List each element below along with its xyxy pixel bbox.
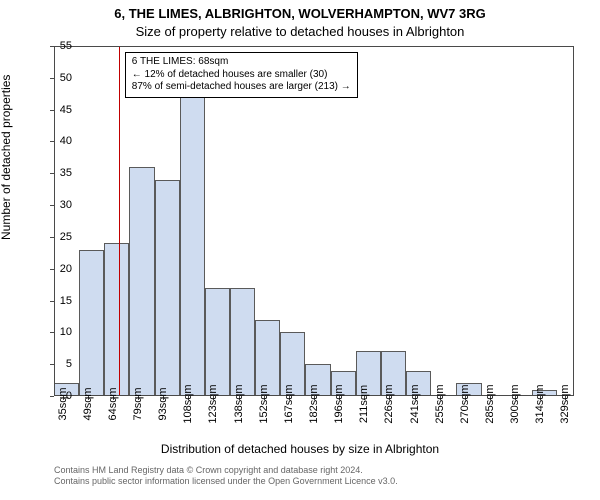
x-tick-label: 138sqm <box>233 384 245 423</box>
x-tick-label: 329sqm <box>559 384 571 423</box>
x-tick-label: 93sqm <box>157 387 169 420</box>
x-axis-label: Distribution of detached houses by size … <box>0 442 600 456</box>
x-tick-label: 108sqm <box>182 384 194 423</box>
x-tick-label: 226sqm <box>383 384 395 423</box>
x-tick-label: 64sqm <box>107 387 119 420</box>
x-tick-label: 123sqm <box>207 384 219 423</box>
y-tick-mark <box>50 269 54 270</box>
y-tick-mark <box>50 332 54 333</box>
y-tick-mark <box>50 141 54 142</box>
x-tick-label: 255sqm <box>434 384 446 423</box>
annotation-line-2: ← 12% of detached houses are smaller (30… <box>132 69 351 82</box>
x-tick-label: 49sqm <box>82 387 94 420</box>
x-tick-label: 314sqm <box>534 384 546 423</box>
plot-border <box>54 46 574 396</box>
x-tick-label: 300sqm <box>509 384 521 423</box>
y-tick-mark <box>50 396 54 397</box>
x-tick-label: 79sqm <box>132 387 144 420</box>
x-tick-label: 35sqm <box>57 387 69 420</box>
attribution-line-2: Contains public sector information licen… <box>54 476 398 486</box>
y-tick-mark <box>50 301 54 302</box>
y-tick-mark <box>50 46 54 47</box>
x-tick-label: 196sqm <box>333 384 345 423</box>
chart-title-sub: Size of property relative to detached ho… <box>0 24 600 39</box>
y-tick-mark <box>50 173 54 174</box>
x-tick-label: 241sqm <box>409 384 421 423</box>
plot-area: 6 THE LIMES: 68sqm ← 12% of detached hou… <box>54 46 574 396</box>
x-tick-label: 182sqm <box>308 384 320 423</box>
y-tick-mark <box>50 110 54 111</box>
annotation-box: 6 THE LIMES: 68sqm ← 12% of detached hou… <box>125 52 358 98</box>
x-tick-label: 211sqm <box>358 385 370 423</box>
chart-title-main: 6, THE LIMES, ALBRIGHTON, WOLVERHAMPTON,… <box>0 6 600 21</box>
y-tick-mark <box>50 205 54 206</box>
y-tick-mark <box>50 78 54 79</box>
attribution-text: Contains HM Land Registry data © Crown c… <box>54 465 580 488</box>
y-axis-label: Number of detached properties <box>0 75 13 240</box>
x-tick-label: 285sqm <box>484 384 496 423</box>
x-tick-label: 270sqm <box>459 384 471 423</box>
attribution-line-1: Contains HM Land Registry data © Crown c… <box>54 465 363 475</box>
x-tick-label: 167sqm <box>283 384 295 423</box>
annotation-line-3: 87% of semi-detached houses are larger (… <box>132 81 351 94</box>
annotation-line-1: 6 THE LIMES: 68sqm <box>132 56 351 69</box>
x-tick-label: 152sqm <box>258 384 270 423</box>
y-tick-mark <box>50 237 54 238</box>
y-tick-mark <box>50 364 54 365</box>
